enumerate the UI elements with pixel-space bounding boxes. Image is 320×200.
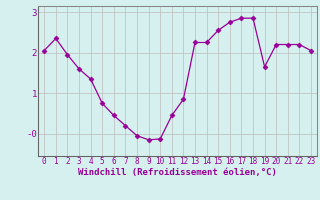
- X-axis label: Windchill (Refroidissement éolien,°C): Windchill (Refroidissement éolien,°C): [78, 168, 277, 177]
